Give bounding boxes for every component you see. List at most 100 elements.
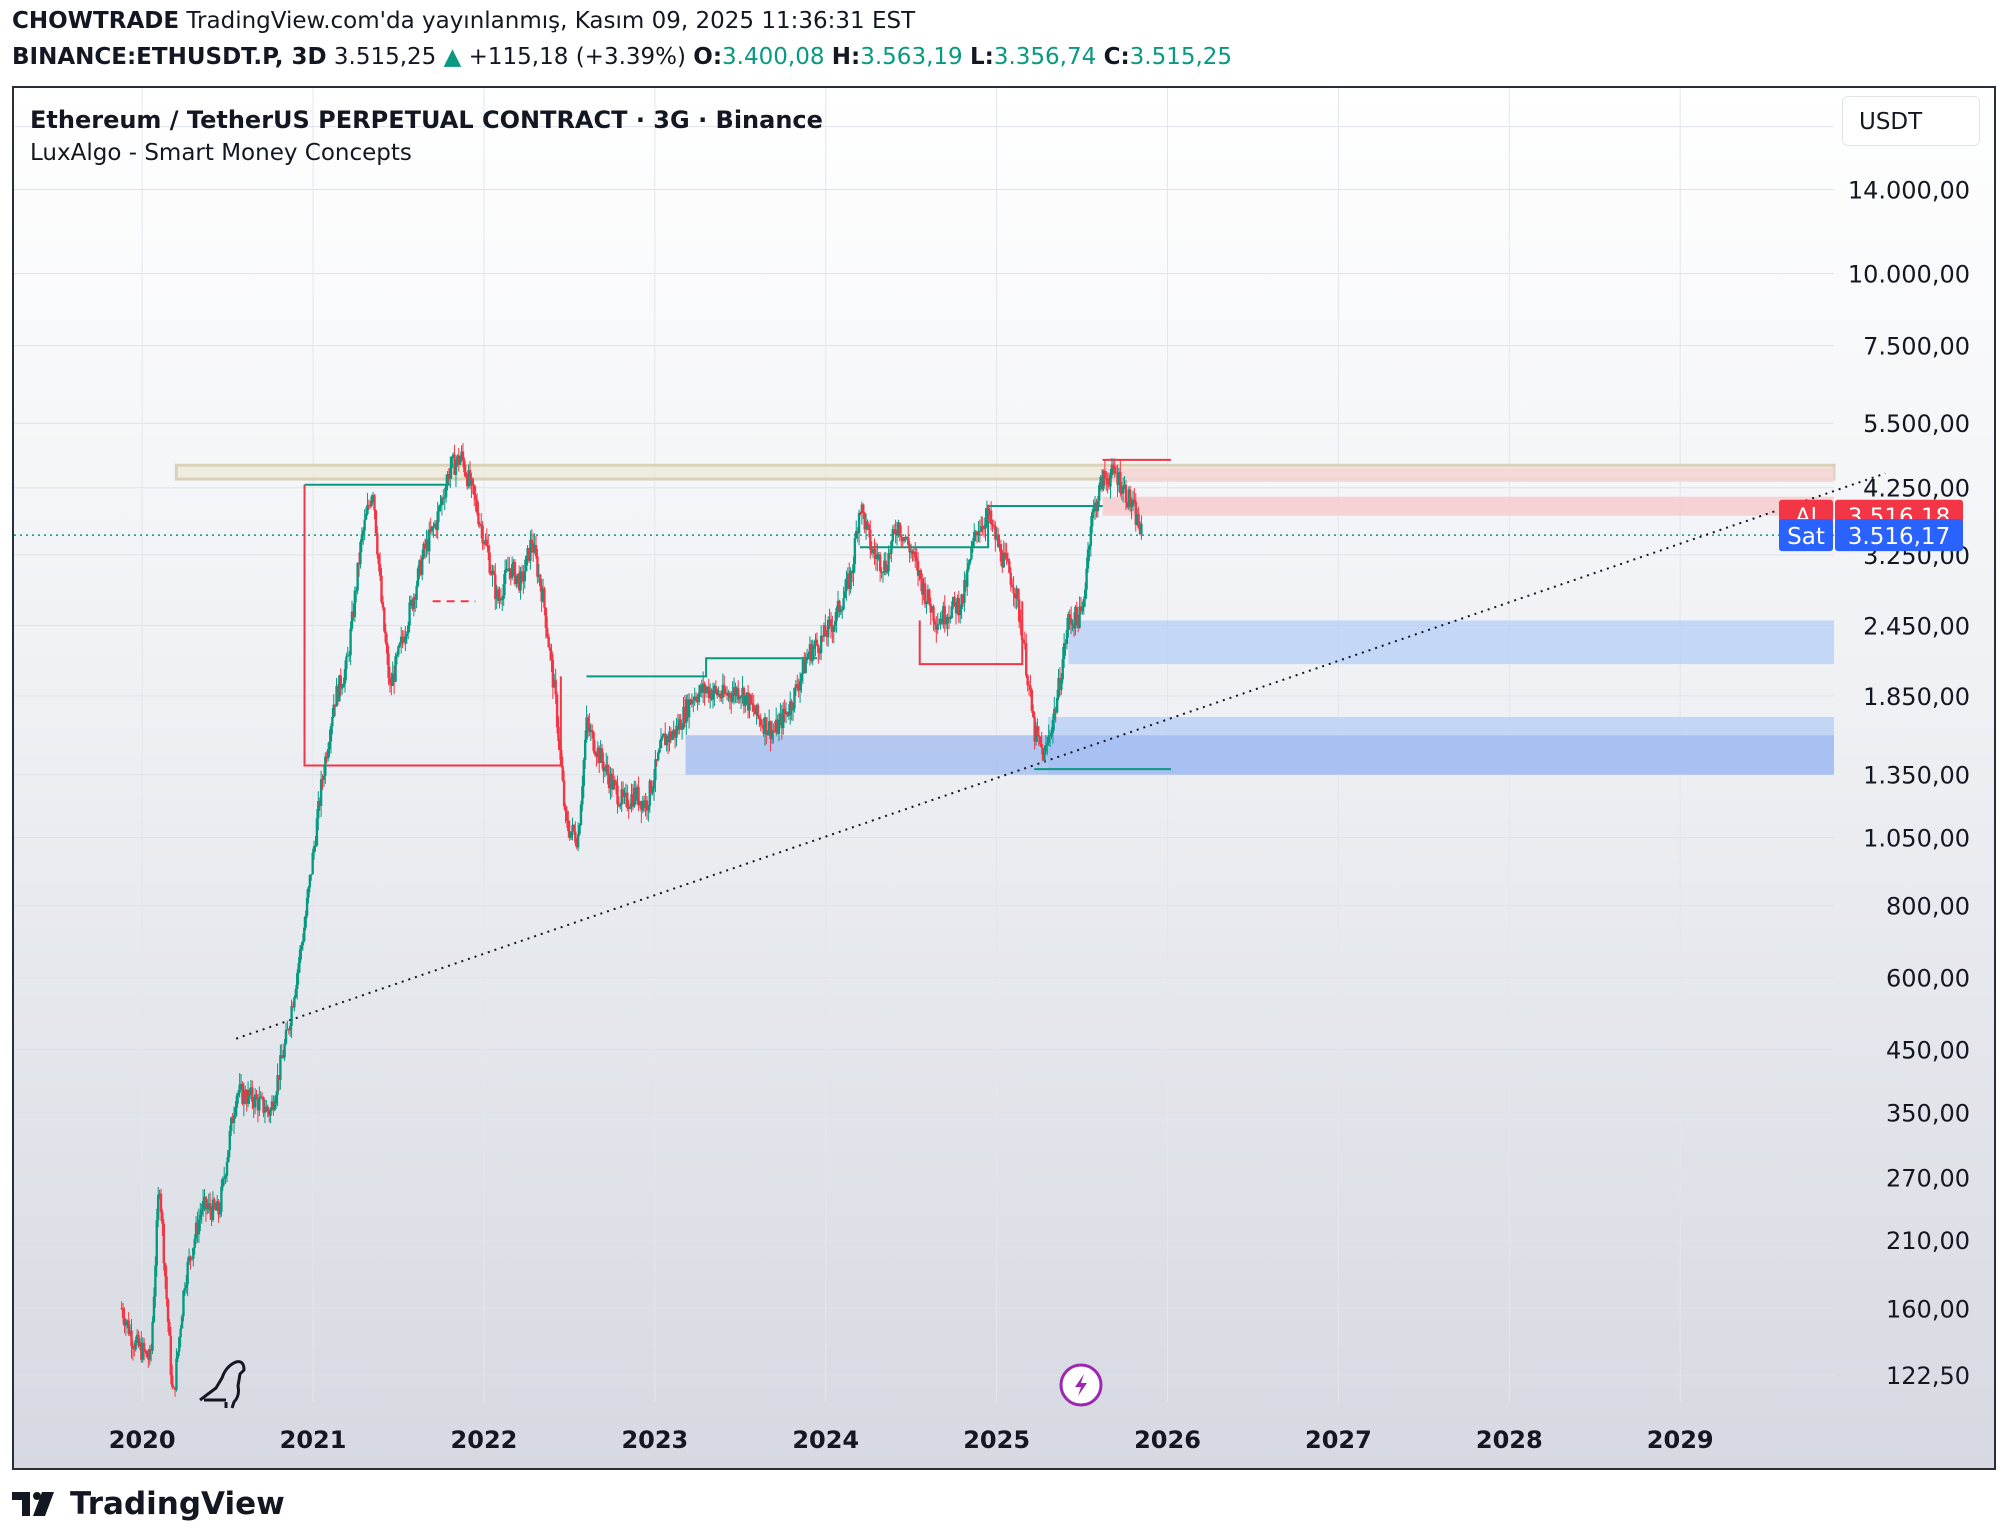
candle: [591, 724, 594, 739]
candle-body: [579, 804, 583, 826]
candle: [457, 447, 460, 472]
candle-body: [655, 759, 659, 761]
candle-body: [319, 779, 323, 806]
candle-body: [190, 1258, 194, 1260]
candle: [919, 568, 923, 592]
x-tick-label: 2027: [1305, 1426, 1372, 1454]
candle: [294, 984, 298, 999]
candle: [140, 1331, 143, 1363]
candle: [530, 529, 534, 553]
candle: [1086, 542, 1090, 573]
candle-body: [522, 572, 525, 582]
candle-body: [988, 510, 991, 516]
candle: [810, 639, 813, 664]
candle: [578, 823, 581, 836]
candle: [756, 702, 760, 720]
candle: [178, 1336, 181, 1356]
candle-body: [1072, 623, 1076, 629]
candle: [498, 586, 501, 609]
candle-body: [1053, 708, 1056, 720]
candle: [679, 713, 682, 730]
candle-body: [208, 1203, 212, 1211]
candle-body: [258, 1097, 261, 1111]
candle: [905, 536, 909, 541]
candle: [734, 682, 737, 703]
candle-body: [281, 1057, 285, 1059]
candle-body: [814, 639, 817, 646]
candle-body: [1044, 745, 1048, 752]
candle: [707, 678, 710, 703]
candle: [923, 577, 927, 608]
candle-body: [568, 831, 571, 838]
candle-body: [1010, 584, 1014, 588]
candle: [1032, 704, 1035, 718]
candle-body: [304, 915, 307, 928]
candle: [377, 553, 380, 572]
candle: [169, 1326, 173, 1385]
currency-button[interactable]: USDT: [1842, 96, 1980, 146]
candle: [605, 752, 608, 776]
candle: [633, 780, 636, 808]
candle-body: [450, 456, 453, 469]
chart-frame[interactable]: [12, 86, 1996, 1470]
candle-body: [266, 1106, 269, 1112]
candle: [992, 519, 996, 529]
candle-body: [364, 514, 368, 520]
candle: [373, 493, 376, 520]
candle-body: [1068, 614, 1071, 619]
candle-body: [127, 1320, 130, 1334]
candle-body: [619, 804, 622, 807]
candle-body: [762, 725, 765, 734]
candle: [491, 564, 494, 587]
candle: [489, 564, 493, 577]
candle-body: [1081, 607, 1084, 612]
candle: [666, 733, 670, 755]
candle: [579, 800, 583, 826]
lightning-icon[interactable]: [1059, 1363, 1103, 1407]
indicator-label[interactable]: LuxAlgo - Smart Money Concepts: [30, 140, 412, 166]
candle-body: [399, 636, 403, 644]
candle: [964, 573, 968, 592]
candle: [915, 547, 918, 571]
candle: [138, 1338, 142, 1351]
candle: [859, 511, 862, 516]
candle-body: [1064, 643, 1067, 645]
candle-body: [801, 659, 805, 674]
candle-body: [314, 845, 317, 847]
candle: [328, 729, 331, 757]
candle-body: [460, 451, 463, 459]
candle: [496, 586, 500, 604]
candle-body: [464, 472, 467, 477]
candle-body: [818, 652, 821, 654]
candle-body: [888, 553, 892, 555]
candle-body: [467, 469, 470, 487]
candle: [543, 586, 546, 616]
candle: [553, 674, 556, 688]
candle-body: [214, 1206, 217, 1211]
candle-body: [951, 596, 955, 607]
candle-body: [954, 602, 958, 614]
candle-body: [973, 531, 976, 542]
candle-body: [1095, 502, 1098, 512]
candle: [130, 1318, 133, 1359]
candle: [536, 548, 539, 584]
candle-body: [777, 719, 781, 734]
candle-body: [286, 1029, 289, 1031]
candle: [423, 538, 427, 559]
candle-body: [907, 537, 910, 545]
candle: [1061, 647, 1064, 684]
candle: [1133, 488, 1136, 504]
candle: [894, 519, 897, 544]
candle: [954, 601, 958, 625]
candle-body: [714, 686, 718, 690]
candle: [829, 612, 833, 639]
candle-body: [175, 1358, 178, 1390]
candle-body: [279, 1055, 282, 1081]
candle-body: [380, 575, 383, 603]
candle-body: [922, 583, 925, 595]
candle-body: [1112, 464, 1115, 467]
candle-body: [752, 704, 755, 712]
candle-body: [395, 654, 399, 657]
candle-body: [881, 572, 885, 574]
